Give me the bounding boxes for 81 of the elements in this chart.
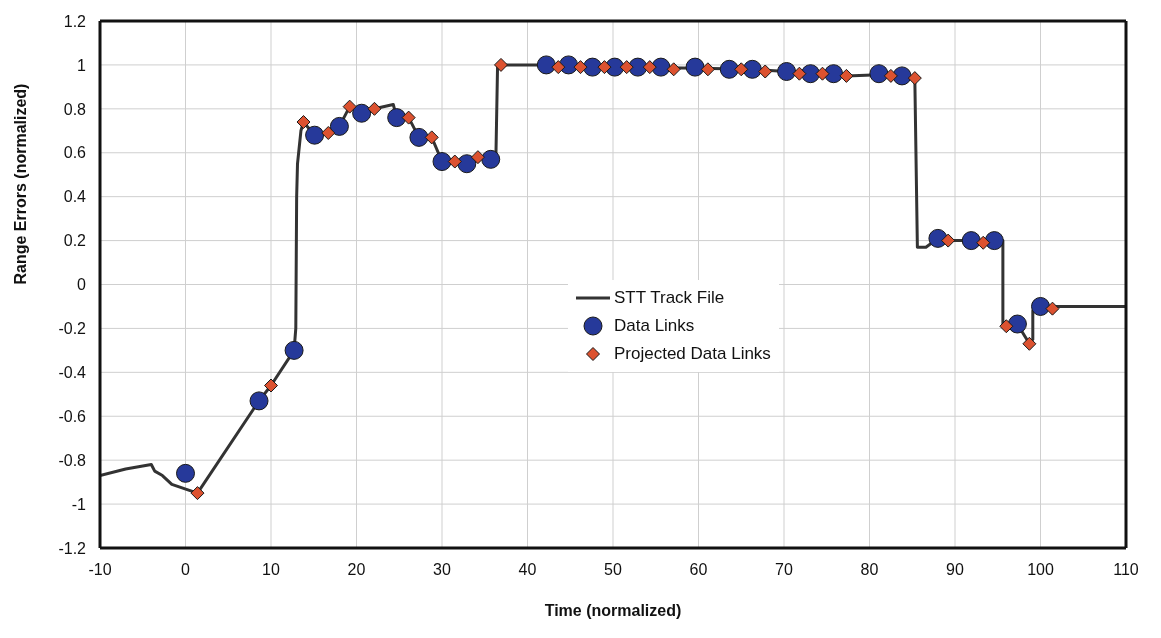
point	[883, 68, 898, 83]
point	[758, 64, 773, 79]
x-tick-label: 100	[1027, 561, 1054, 579]
point	[777, 62, 797, 81]
point	[551, 60, 566, 75]
point	[432, 152, 452, 172]
point	[447, 154, 462, 169]
point	[941, 233, 956, 248]
x-tick-label: 10	[262, 561, 280, 579]
x-tick-label: 20	[347, 561, 366, 579]
x-tick-label: 30	[433, 561, 451, 579]
x-tick-label: 60	[689, 561, 708, 579]
point	[734, 62, 749, 77]
point	[493, 57, 508, 72]
point	[190, 486, 205, 501]
point	[619, 60, 634, 75]
point	[321, 125, 336, 140]
point	[367, 101, 382, 116]
point	[401, 110, 416, 125]
point	[387, 108, 407, 128]
y-tick-label: 0.4	[63, 188, 87, 206]
y-tick-label: -1	[71, 495, 87, 513]
point	[1022, 336, 1037, 351]
point	[470, 150, 485, 165]
point	[481, 149, 501, 169]
x-tick-label: 80	[860, 561, 879, 579]
y-axis-title: Range Errors (normalized)	[11, 83, 29, 285]
point	[573, 60, 588, 75]
x-axis-title: Time (normalized)	[544, 602, 682, 619]
point	[792, 66, 807, 81]
y-tick-label: 1.2	[63, 12, 87, 30]
point	[284, 340, 304, 360]
point	[342, 99, 357, 114]
point	[352, 103, 372, 123]
point	[907, 71, 922, 86]
y-tick-label: 0	[77, 276, 87, 294]
point	[984, 231, 1004, 251]
legend-label: Data Links	[614, 315, 695, 337]
legend-label: STT Track File	[614, 287, 725, 309]
x-tick-label: 40	[518, 561, 537, 579]
point	[999, 319, 1014, 334]
point	[815, 66, 830, 81]
point	[409, 127, 429, 147]
point	[329, 116, 349, 136]
x-tick-label: 110	[1113, 561, 1139, 579]
y-tick-label: -0.8	[58, 451, 87, 469]
point	[264, 378, 278, 393]
point	[685, 57, 705, 77]
legend-label: Projected Data Links	[614, 343, 771, 365]
point	[424, 130, 439, 145]
y-tick-label: -0.2	[58, 320, 87, 338]
point	[1045, 301, 1060, 316]
y-tick-label: 0.8	[63, 100, 87, 118]
x-tick-label: 70	[775, 561, 793, 579]
y-tick-label: 0.2	[63, 232, 87, 250]
x-tick-label: 50	[604, 561, 622, 579]
point	[457, 154, 477, 174]
point	[536, 55, 556, 75]
y-tick-label: -1.2	[58, 539, 87, 557]
point	[597, 60, 612, 75]
y-tick-label: -0.6	[58, 407, 87, 425]
y-tick-label: 0.6	[63, 144, 87, 162]
point	[1007, 314, 1027, 334]
point	[296, 115, 311, 130]
point	[176, 463, 195, 483]
point	[719, 59, 739, 79]
point	[666, 62, 681, 77]
point	[839, 68, 854, 83]
y-tick-label: -0.4	[58, 364, 87, 382]
point	[642, 60, 657, 75]
point	[869, 64, 889, 84]
x-tick-label: 90	[946, 561, 964, 579]
point	[976, 235, 991, 250]
point	[305, 125, 325, 145]
point	[249, 391, 269, 411]
point	[961, 231, 981, 251]
x-tick-label: -10	[88, 561, 112, 579]
point	[1031, 296, 1050, 316]
x-tick-label: 0	[181, 561, 191, 579]
point	[700, 62, 715, 77]
y-tick-label: 1	[77, 56, 87, 74]
